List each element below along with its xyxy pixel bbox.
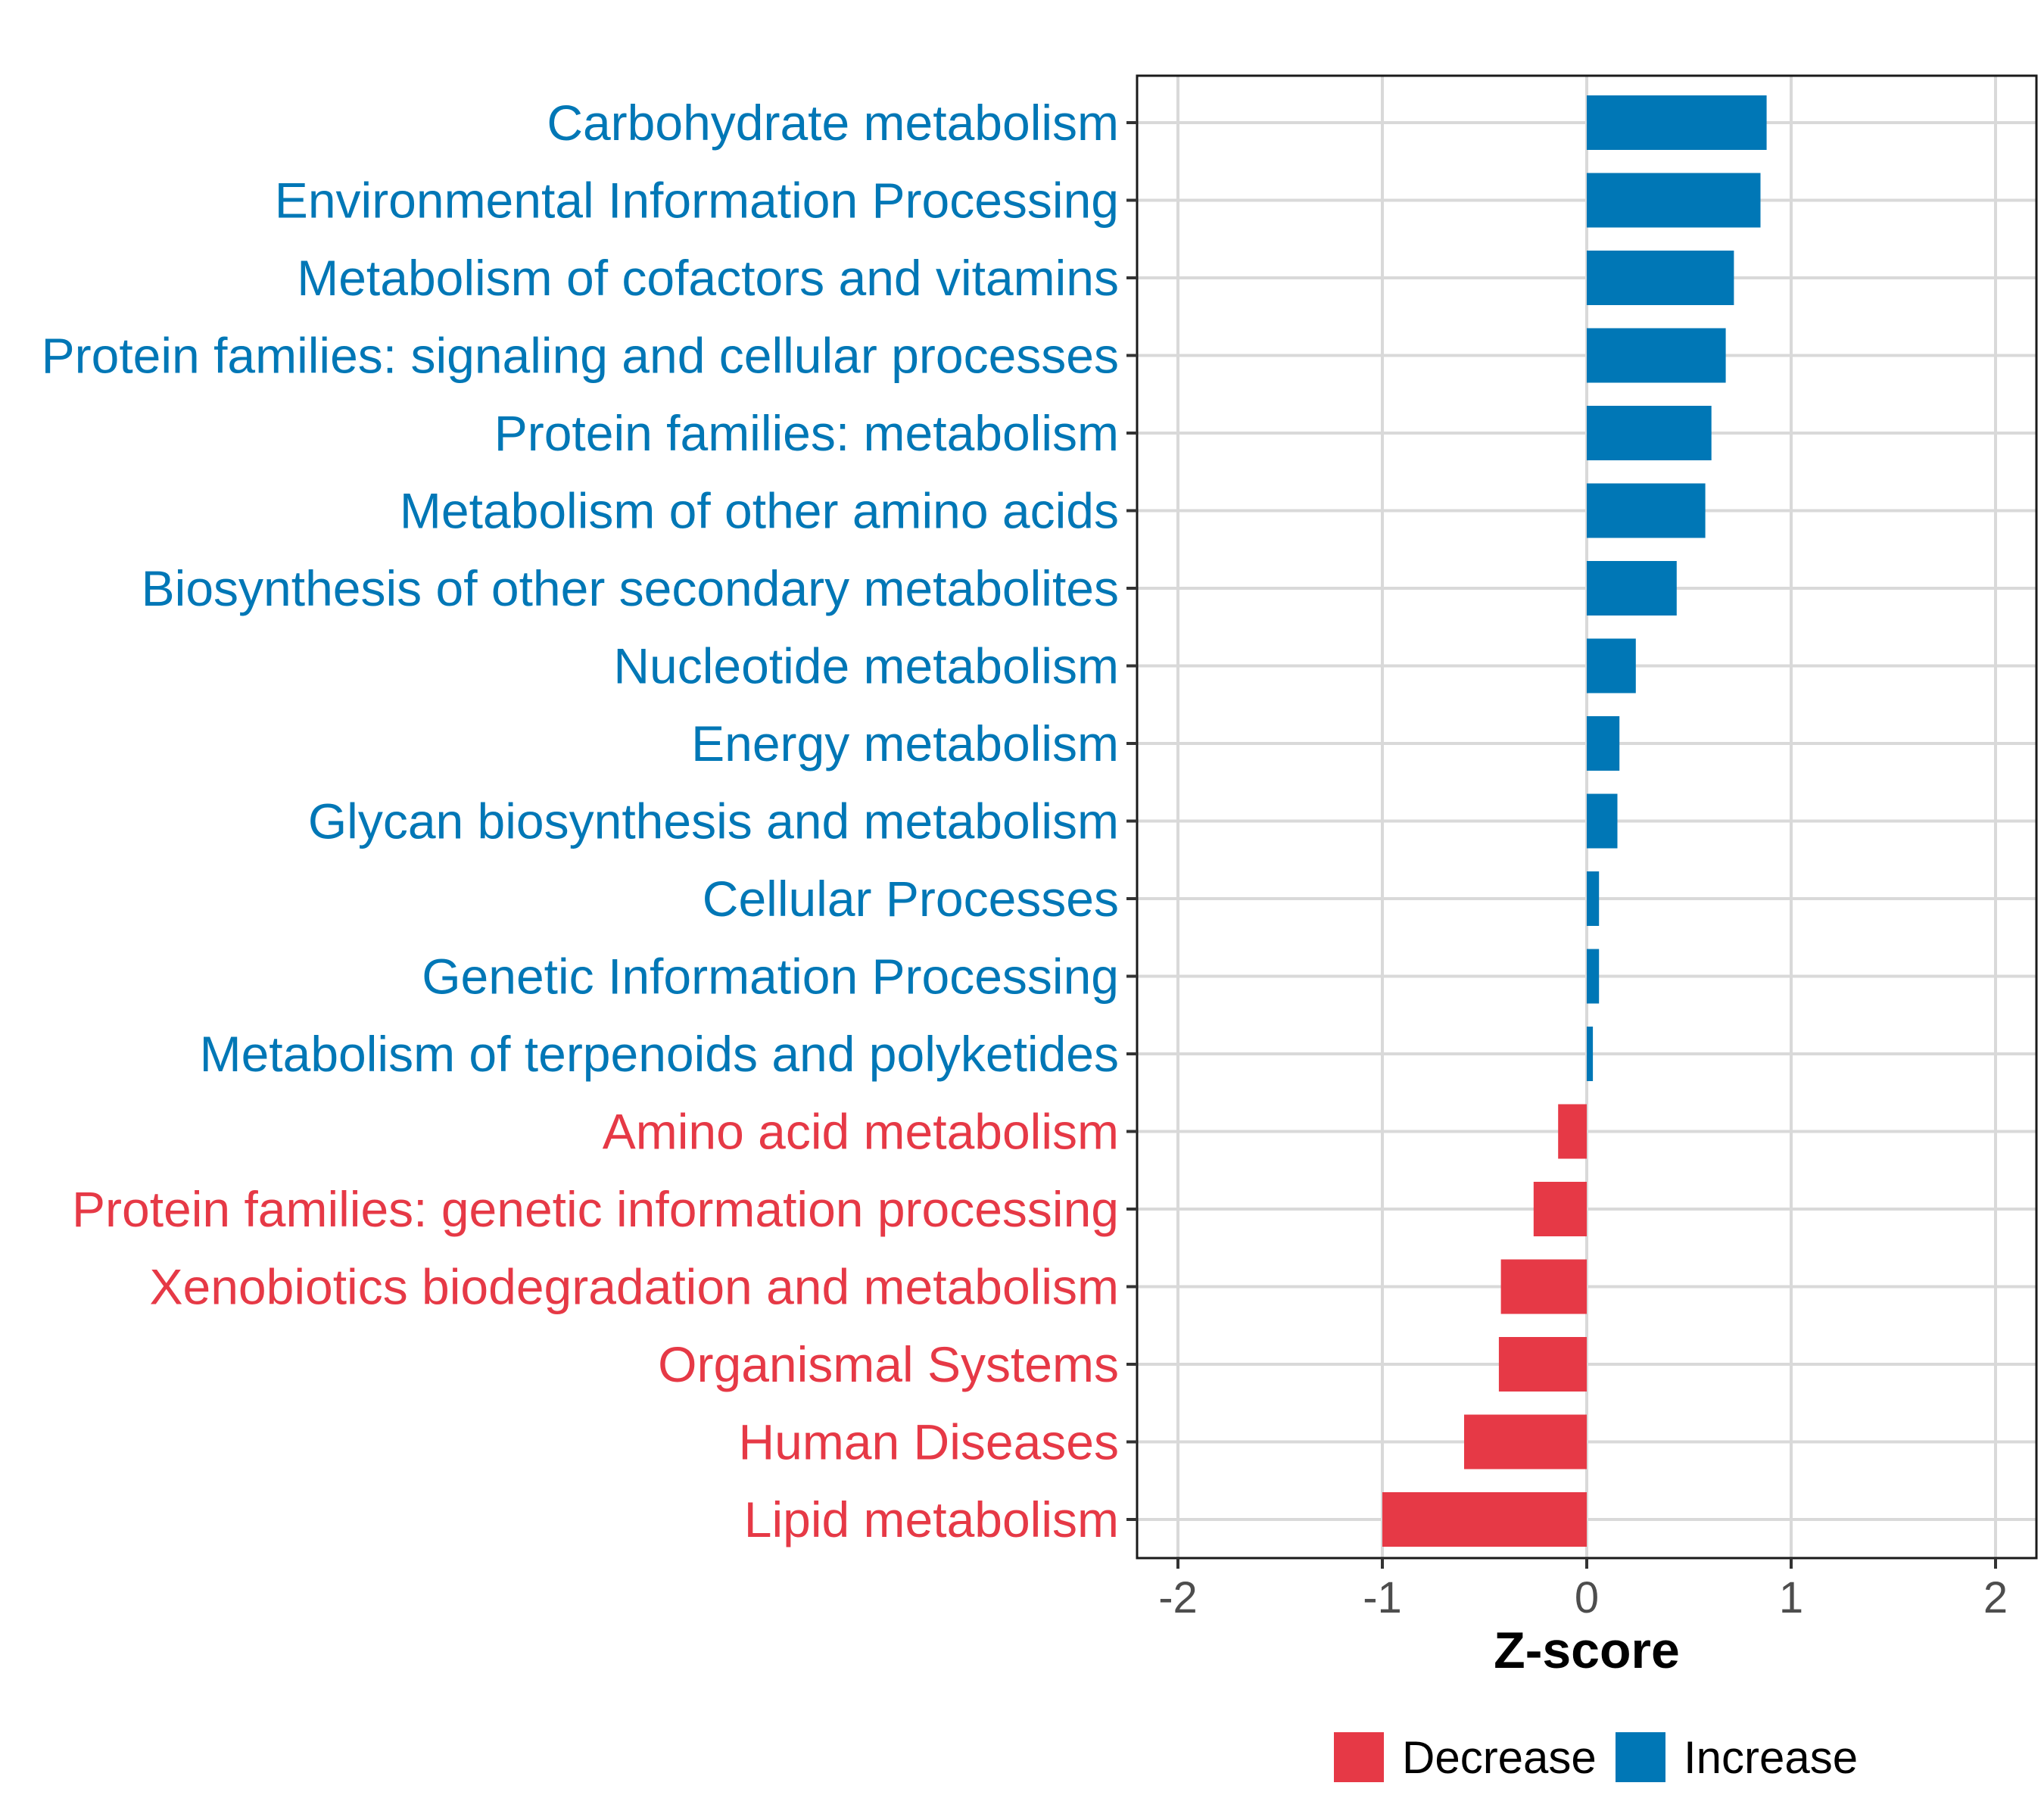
bar [1558, 1104, 1587, 1159]
x-tick-label: 0 [1575, 1573, 1599, 1622]
category-label: Metabolism of cofactors and vitamins [297, 250, 1119, 306]
bar [1587, 95, 1767, 150]
bar [1587, 561, 1677, 616]
bar [1587, 251, 1734, 305]
bar [1587, 871, 1600, 926]
bar [1587, 949, 1600, 1004]
category-label: Carbohydrate metabolism [547, 95, 1119, 151]
legend-label-increase: Increase [1684, 1732, 1858, 1783]
category-label: Nucleotide metabolism [613, 638, 1119, 694]
category-label: Lipid metabolism [744, 1491, 1119, 1547]
y-axis-labels: Carbohydrate metabolism Environmental Inf… [42, 95, 1119, 1547]
bar [1587, 638, 1636, 693]
category-label: Biosynthesis of other secondary metaboli… [142, 560, 1119, 616]
y-axis-ticks [1126, 121, 1137, 1521]
bar [1587, 1027, 1594, 1081]
bar [1498, 1337, 1587, 1392]
legend-swatch-decrease [1334, 1732, 1384, 1782]
category-label: Glycan biosynthesis and metabolism [308, 793, 1119, 849]
category-label: Metabolism of other amino acids [400, 483, 1119, 539]
bar [1587, 793, 1618, 849]
category-label: Human Diseases [738, 1414, 1119, 1470]
x-axis-title: Z-score [1494, 1622, 1680, 1679]
bar [1500, 1259, 1587, 1314]
bar [1587, 483, 1706, 538]
legend-swatch-increase [1616, 1732, 1665, 1782]
bar [1464, 1414, 1587, 1469]
category-label: Cellular Processes [703, 871, 1119, 927]
category-label: Organismal Systems [658, 1336, 1119, 1392]
bar [1587, 406, 1712, 460]
category-label: Xenobiotics biodegradation and metabolis… [150, 1259, 1120, 1315]
bar [1533, 1182, 1587, 1236]
x-tick-label: -1 [1363, 1573, 1402, 1622]
legend: Decrease Increase [1334, 1732, 1858, 1783]
category-label: Amino acid metabolism [603, 1104, 1119, 1160]
bars [1382, 95, 1767, 1547]
category-label: Genetic Information Processing [422, 949, 1119, 1005]
x-tick-label: 2 [1983, 1573, 2008, 1622]
category-label: Energy metabolism [691, 715, 1119, 771]
x-tick-label: -2 [1158, 1573, 1198, 1622]
bar [1587, 328, 1726, 383]
x-axis-ticks: -2 -1 0 1 2 [1158, 1558, 2008, 1622]
x-tick-label: 1 [1779, 1573, 1803, 1622]
category-label: Protein families: genetic information pr… [72, 1181, 1119, 1237]
category-label: Protein families: metabolism [494, 405, 1119, 461]
bar [1382, 1492, 1587, 1547]
bar [1587, 173, 1761, 228]
category-label: Protein families: signaling and cellular… [42, 328, 1119, 384]
category-label: Environmental Information Processing [275, 173, 1119, 229]
legend-label-decrease: Decrease [1402, 1732, 1597, 1783]
category-label: Metabolism of terpenoids and polyketides [200, 1026, 1119, 1082]
bar [1587, 716, 1620, 771]
